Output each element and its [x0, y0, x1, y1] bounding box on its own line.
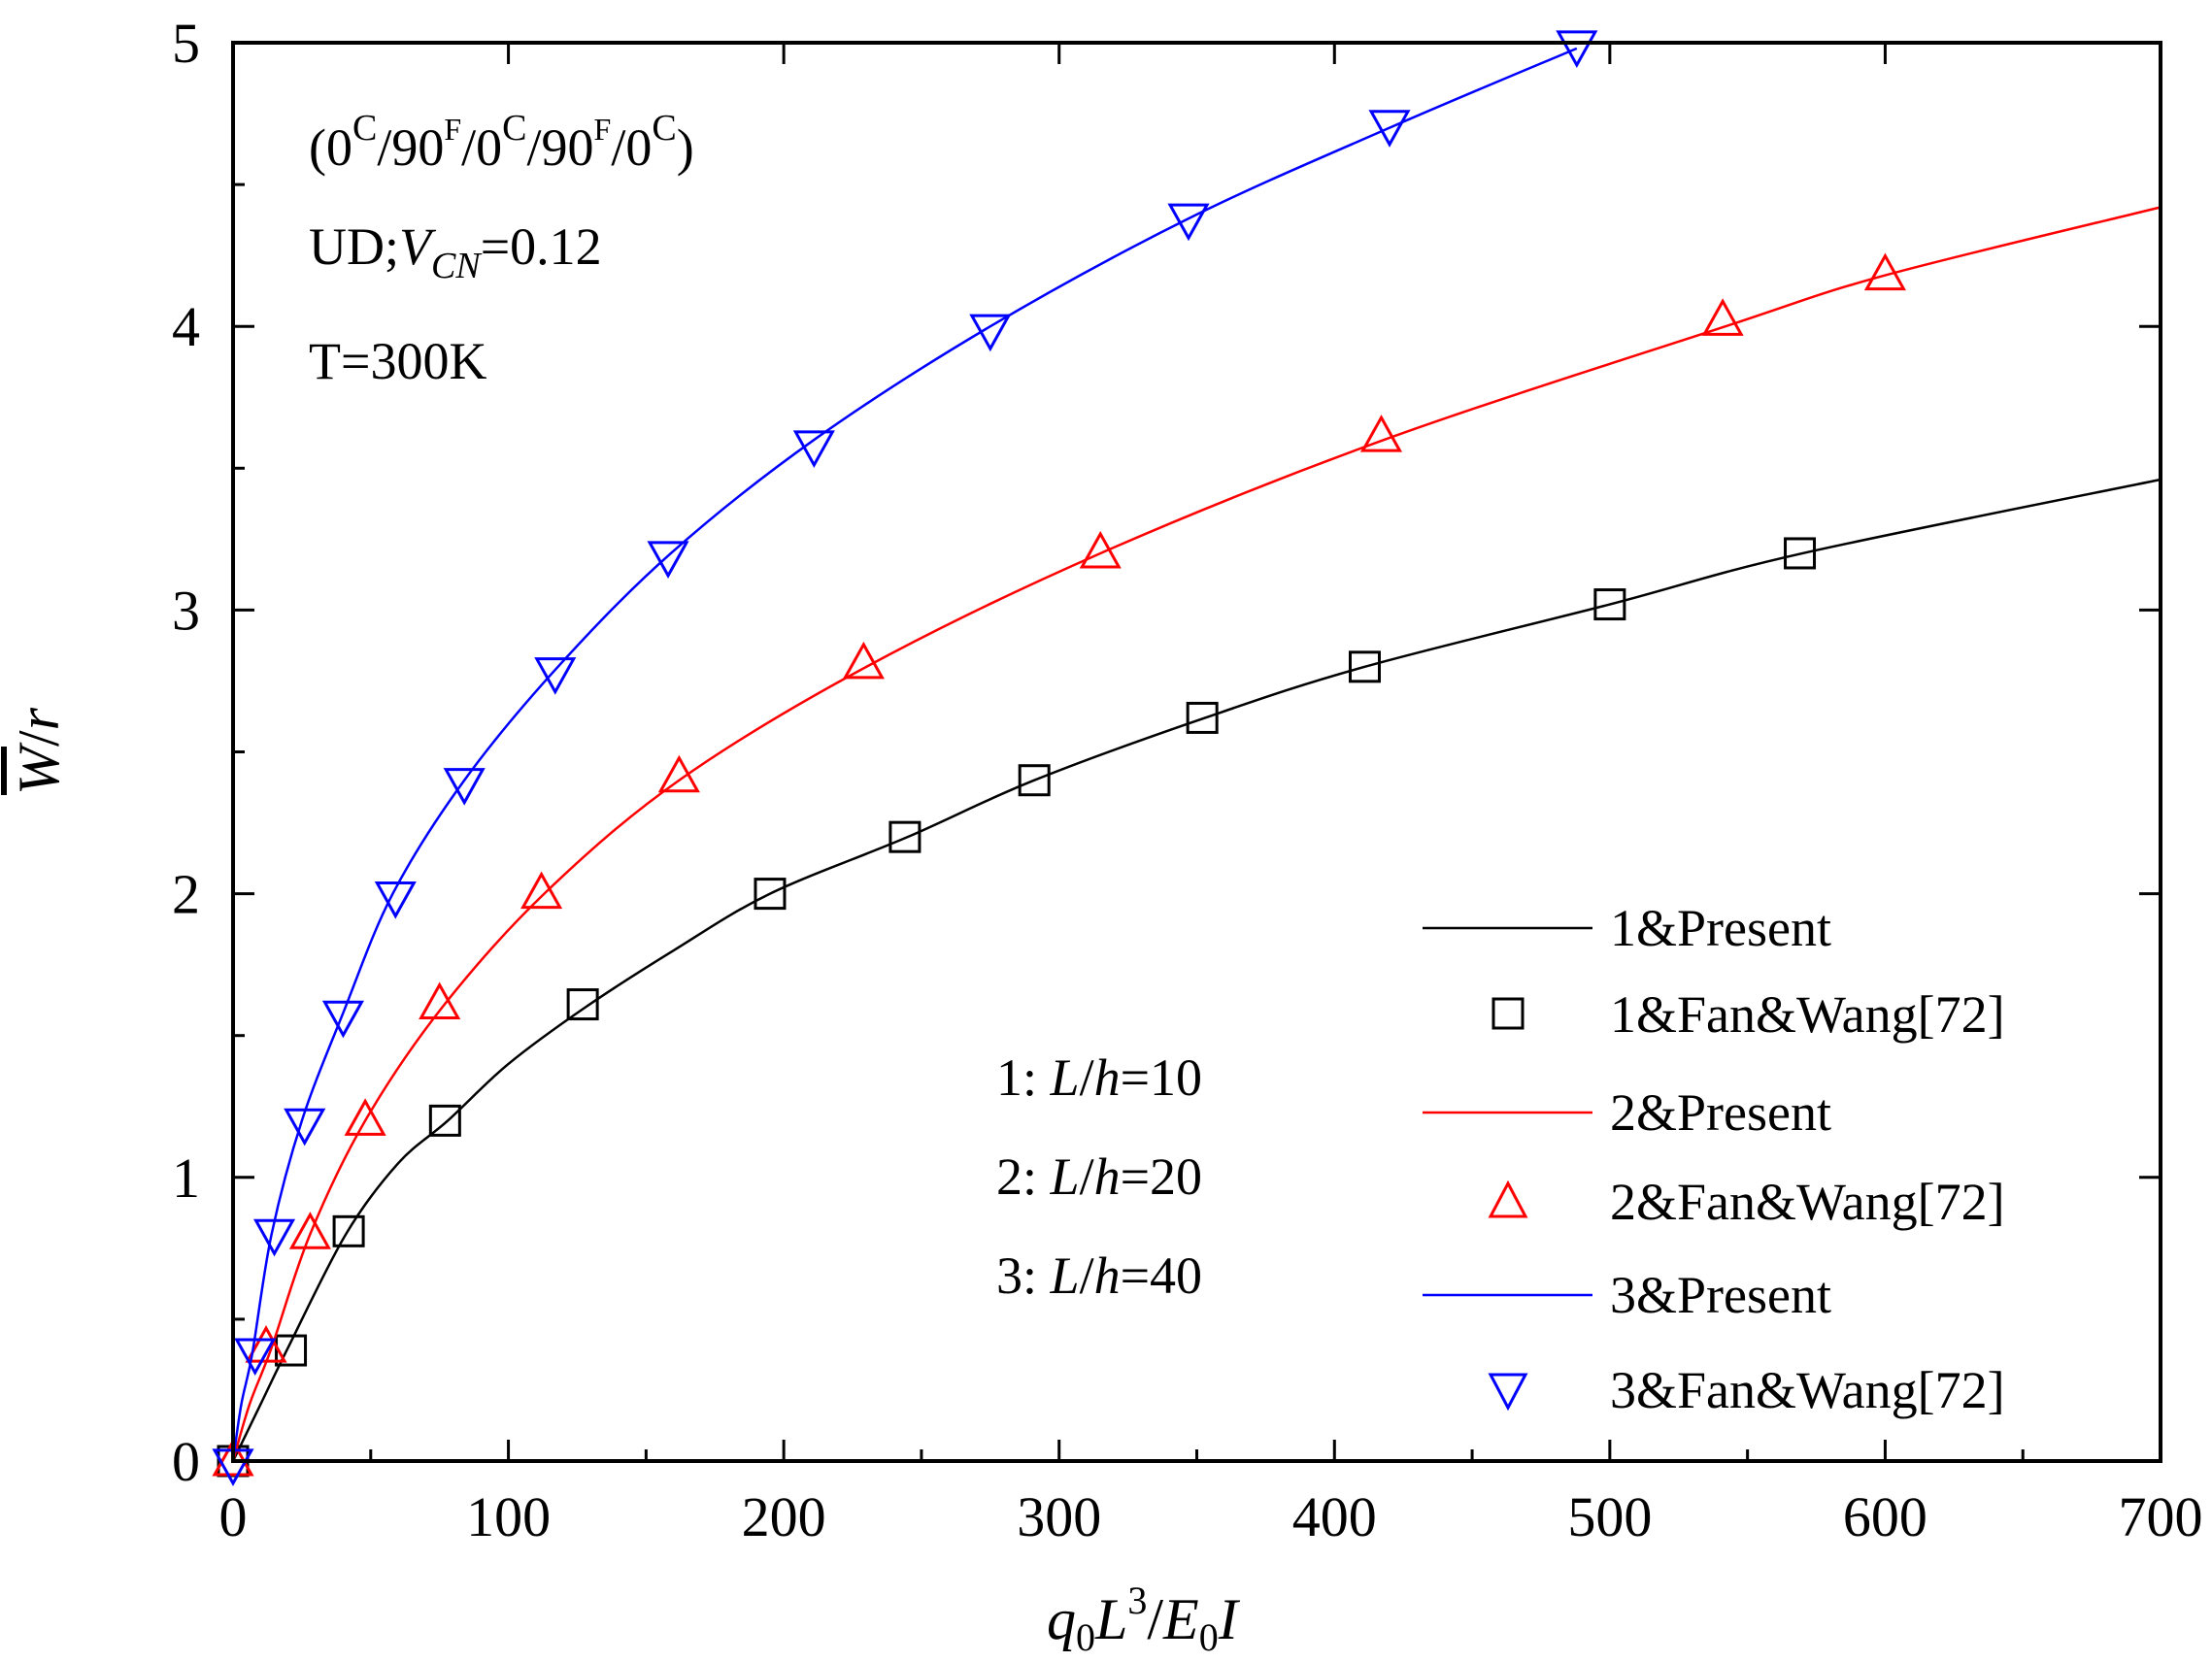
y-tick-label: 1: [172, 1147, 200, 1210]
point-1-fan-wang-72: [566, 988, 599, 1021]
material-annotation: UD;VCN=0.12: [309, 217, 602, 286]
y-tick-label: 3: [172, 579, 200, 642]
case-label-2: 2: L/h=20: [996, 1147, 1202, 1206]
point-1-fan-wang-72: [754, 878, 787, 911]
point-2-fan-wang-72: [520, 871, 563, 910]
point-3-fan-wang-72: [792, 430, 835, 468]
series-line-1-present: [231, 478, 2162, 1462]
point-1-fan-wang-72: [1348, 650, 1381, 683]
point-3-fan-wang-72: [969, 314, 1012, 352]
legend-label-3-present: 3&Present: [1610, 1266, 1831, 1324]
layup-annotation: (0C/90F/0C/90F/0C): [309, 108, 694, 177]
series-line-2-present: [231, 206, 2162, 1462]
point-3-fan-wang-72: [321, 1000, 364, 1039]
point-1-fan-wang-72: [332, 1214, 365, 1247]
temperature-annotation: T=300K: [309, 332, 486, 390]
case-label-3: 3: L/h=40: [996, 1246, 1202, 1305]
x-tick-label: 100: [466, 1485, 551, 1548]
point-2-fan-wang-72: [1863, 252, 1906, 291]
point-1-fan-wang-72: [1018, 764, 1051, 797]
y-tick-label: 2: [172, 863, 200, 926]
series-line-3-present: [231, 47, 1578, 1462]
point-3-fan-wang-72: [1368, 110, 1411, 148]
point-3-fan-wang-72: [374, 881, 417, 919]
point-2-fan-wang-72: [212, 1438, 254, 1477]
legend-swatch-1-fanwang: [1491, 997, 1525, 1030]
point-1-fan-wang-72: [888, 820, 922, 853]
point-1-fan-wang-72: [1593, 588, 1626, 621]
legend-label-2-present: 2&Present: [1610, 1083, 1831, 1142]
point-3-fan-wang-72: [647, 541, 689, 579]
legend-label-1-present: 1&Present: [1610, 899, 1831, 957]
point-1-fan-wang-72: [428, 1104, 461, 1137]
x-tick-label: 500: [1567, 1485, 1652, 1548]
point-2-fan-wang-72: [842, 641, 885, 680]
x-axis-title: q0L3/E0I: [1047, 1579, 1241, 1659]
point-3-fan-wang-72: [252, 1218, 296, 1257]
ticks-layer: 0 100 200 300 400 500 600 700 0 1 2 3 4 5: [172, 12, 2203, 1548]
point-3-fan-wang-72: [1556, 30, 1598, 68]
x-tick-label: 300: [1017, 1485, 1101, 1548]
x-tick-label: 400: [1292, 1485, 1377, 1548]
legend-swatch-2-fanwang: [1488, 1180, 1528, 1218]
x-tick-label: 600: [1843, 1485, 1927, 1548]
legend: 1&Present 1&Fan&Wang[72] 2&Present 2&Fan…: [1423, 899, 2005, 1419]
point-2-fan-wang-72: [419, 981, 461, 1020]
point-2-fan-wang-72: [1079, 530, 1122, 569]
point-3-fan-wang-72: [284, 1108, 326, 1147]
point-2-fan-wang-72: [657, 754, 700, 793]
point-3-fan-wang-72: [1167, 203, 1210, 242]
case-label-1: 1: L/h=10: [996, 1048, 1202, 1107]
series-layer: [212, 30, 2162, 1486]
point-1-fan-wang-72: [1186, 701, 1219, 734]
point-1-fan-wang-72: [275, 1334, 308, 1367]
x-tick-label: 0: [219, 1485, 248, 1548]
point-2-fan-wang-72: [288, 1212, 331, 1249]
legend-label-2-fanwang: 2&Fan&Wang[72]: [1610, 1173, 2005, 1231]
point-1-fan-wang-72: [1784, 537, 1817, 570]
x-tick-label: 700: [2119, 1485, 2203, 1548]
y-tick-label: 5: [172, 12, 200, 75]
legend-label-1-fanwang: 1&Fan&Wang[72]: [1610, 985, 2005, 1044]
point-3-fan-wang-72: [443, 768, 486, 806]
legend-label-3-fanwang: 3&Fan&Wang[72]: [1610, 1361, 2005, 1419]
legend-swatch-3-fanwang: [1488, 1373, 1528, 1412]
y-axis-title: W/r: [7, 707, 71, 795]
y-tick-label: 4: [172, 295, 200, 358]
point-2-fan-wang-72: [1701, 298, 1744, 336]
point-3-fan-wang-72: [234, 1338, 277, 1377]
point-2-fan-wang-72: [1359, 415, 1403, 452]
x-tick-label: 200: [742, 1485, 826, 1548]
point-2-fan-wang-72: [245, 1325, 287, 1363]
y-tick-label: 0: [172, 1430, 200, 1493]
point-2-fan-wang-72: [344, 1098, 386, 1136]
point-3-fan-wang-72: [534, 657, 577, 695]
